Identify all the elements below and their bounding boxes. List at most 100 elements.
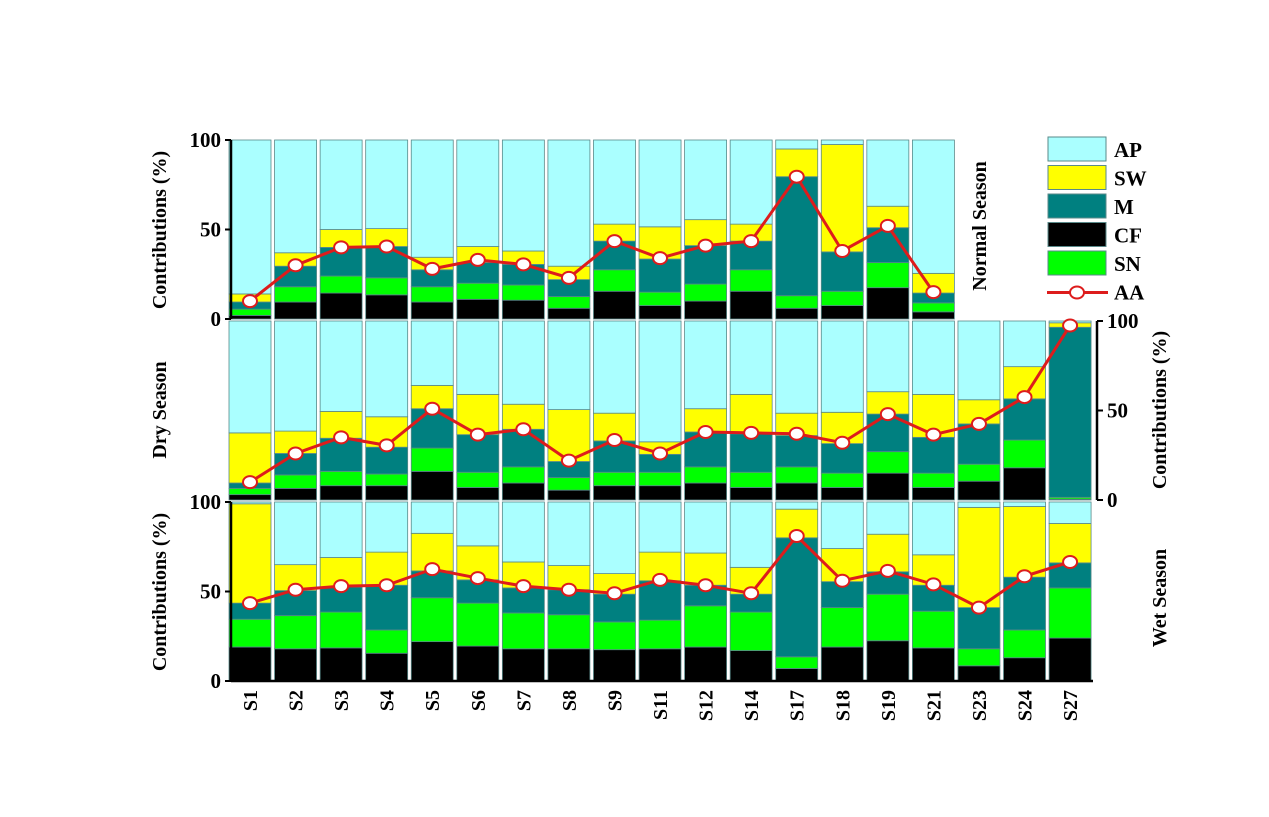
bar-SN-S9 xyxy=(593,471,636,487)
bar-stack-S17 xyxy=(775,320,819,501)
legend-label-SN: SN xyxy=(1114,252,1141,276)
bar-SN-S17 xyxy=(775,295,819,309)
aa-point-S9 xyxy=(606,234,623,249)
bar-CF-S19 xyxy=(866,640,910,682)
bar-AP-S8 xyxy=(547,320,591,411)
bar-CF-S19 xyxy=(866,287,910,320)
bar-AP-S1 xyxy=(228,139,272,295)
bar-stack-S2 xyxy=(274,139,317,320)
bar-CF-S9 xyxy=(593,485,636,501)
aa-point-S18 xyxy=(834,435,851,450)
bar-CF-S24 xyxy=(1003,467,1046,501)
bar-CF-S2 xyxy=(274,487,317,501)
bar-AP-S6 xyxy=(456,139,500,247)
bar-CF-S14 xyxy=(729,290,773,320)
bar-SN-S1 xyxy=(228,618,272,648)
bar-AP-S5 xyxy=(410,501,454,534)
bar-stack-S19 xyxy=(866,320,910,501)
bar-CF-S11 xyxy=(638,305,682,320)
bar-CF-S5 xyxy=(410,470,454,501)
bar-stack-S24 xyxy=(1003,501,1046,682)
legend-swatch-CF xyxy=(1047,222,1107,247)
bar-M-S18 xyxy=(820,251,864,292)
bar-AP-S1 xyxy=(228,320,272,434)
aa-point-S3 xyxy=(333,240,350,255)
bar-M-S14 xyxy=(729,433,773,473)
bar-CF-S7 xyxy=(501,299,545,320)
aa-point-S8 xyxy=(560,453,577,468)
aa-point-S2 xyxy=(287,258,304,273)
legend: AP SW M CF SN AA xyxy=(1047,136,1147,305)
bar-stack-S6 xyxy=(456,501,500,682)
bar-CF-S12 xyxy=(684,482,727,501)
bar-stack-S3 xyxy=(319,139,363,320)
x-tick-label-S19: S19 xyxy=(878,690,900,721)
bar-AP-S12 xyxy=(684,139,727,221)
bar-AP-S27 xyxy=(1048,501,1092,524)
bar-stack-S6 xyxy=(456,320,500,501)
bar-stack-S2 xyxy=(274,501,317,682)
aa-point-S14 xyxy=(743,234,760,249)
bar-CF-S19 xyxy=(866,472,910,501)
legend-label-SW: SW xyxy=(1114,167,1147,191)
bar-stack-S23 xyxy=(957,501,1001,682)
bar-AP-S7 xyxy=(501,320,545,405)
bar-AP-S11 xyxy=(638,139,682,228)
bar-M-S27 xyxy=(1048,326,1092,498)
panel-dry-season: 0 50 100 xyxy=(228,309,1139,512)
bar-stack-S12 xyxy=(684,320,727,501)
aa-point-S2 xyxy=(287,582,304,597)
aa-point-S14 xyxy=(743,425,760,440)
bar-SN-S18 xyxy=(820,290,864,306)
bar-stack-S1 xyxy=(228,139,272,320)
bar-SN-S2 xyxy=(274,474,317,489)
aa-point-S23 xyxy=(970,600,987,615)
aa-point-S19 xyxy=(879,407,896,422)
bar-CF-S17 xyxy=(775,307,819,320)
bar-stack-S7 xyxy=(501,320,545,501)
x-tick-label-S3: S3 xyxy=(331,690,353,711)
bar-AP-S6 xyxy=(456,501,500,547)
panel-wet-season: 0 50 100 xyxy=(190,490,1093,693)
bar-AP-S21 xyxy=(912,139,955,274)
bar-AP-S18 xyxy=(820,501,864,549)
x-tick-label-S4: S4 xyxy=(377,690,399,711)
bar-SN-S6 xyxy=(456,602,500,647)
aa-point-S1 xyxy=(242,596,258,611)
bar-CF-S1 xyxy=(228,315,272,320)
bar-SN-S9 xyxy=(593,269,636,292)
bar-stack-S14 xyxy=(729,501,773,682)
bar-CF-S27 xyxy=(1048,637,1092,682)
bar-AP-S19 xyxy=(866,320,910,393)
bar-AP-S19 xyxy=(866,139,910,207)
bar-SN-S23 xyxy=(957,463,1001,482)
legend-swatch-SN xyxy=(1047,250,1107,276)
bar-stack-S9 xyxy=(593,139,636,320)
bar-M-S4 xyxy=(365,584,409,631)
bar-CF-S4 xyxy=(365,294,409,320)
x-tick-label-S12: S12 xyxy=(696,690,718,721)
aa-point-S7 xyxy=(515,422,532,437)
bar-AP-S17 xyxy=(775,139,819,150)
aa-point-S11 xyxy=(652,446,669,461)
bar-M-S17 xyxy=(775,176,819,297)
bar-CF-S9 xyxy=(593,290,636,320)
y-tick-label-0: 0 xyxy=(211,307,222,331)
x-tick-label-S14: S14 xyxy=(741,690,763,721)
bar-AP-S3 xyxy=(319,501,363,558)
bar-AP-S18 xyxy=(820,320,864,413)
y-tick-label-50: 50 xyxy=(200,580,221,604)
bar-CF-S14 xyxy=(729,650,773,682)
bar-SN-S21 xyxy=(912,610,955,649)
aa-point-S8 xyxy=(560,582,577,597)
bar-CF-S8 xyxy=(547,489,591,501)
aa-point-S1 xyxy=(242,294,258,309)
bar-CF-S23 xyxy=(957,480,1001,501)
aa-point-S23 xyxy=(970,416,987,431)
y-tick-label-0: 0 xyxy=(211,669,222,693)
aa-point-S5 xyxy=(424,401,441,416)
y-tick-label-0: 0 xyxy=(1107,488,1118,512)
legend-swatch-SW xyxy=(1047,165,1107,190)
bar-CF-S3 xyxy=(319,292,363,320)
bar-AP-S21 xyxy=(912,320,955,395)
